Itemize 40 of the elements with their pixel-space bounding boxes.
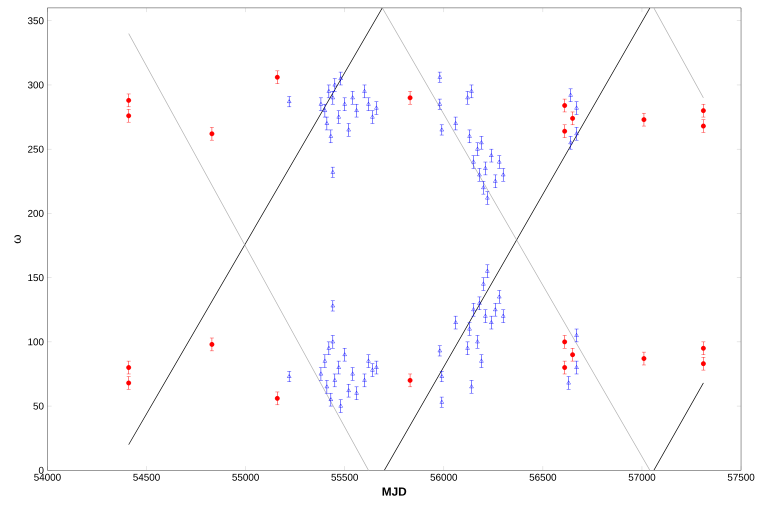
x-tick-label: 55000: [232, 474, 259, 481]
point: [126, 98, 132, 103]
x-tick-label: 57500: [728, 474, 754, 481]
x-tick-label: 55500: [331, 474, 358, 481]
point: [126, 365, 132, 370]
y-tick-label: 350: [28, 17, 44, 24]
point: [562, 340, 568, 344]
point: [408, 95, 413, 100]
point: [562, 128, 568, 134]
point: [274, 396, 280, 401]
x-tick-label: 56500: [530, 474, 556, 481]
y-tick-label: 100: [28, 338, 44, 346]
y-tick-label: 0: [38, 466, 44, 474]
y-tick-label: 150: [28, 274, 44, 282]
point: [641, 117, 646, 122]
point: [562, 365, 568, 370]
point: [274, 74, 280, 80]
x-tick-label: 57000: [628, 474, 656, 481]
point: [700, 346, 706, 351]
x-tick-label: 54500: [133, 474, 160, 481]
point: [570, 116, 576, 121]
point: [562, 103, 568, 108]
point: [126, 380, 132, 386]
point: [700, 361, 706, 366]
y-tick-label: 50: [33, 402, 44, 410]
point: [408, 378, 413, 383]
x-tick-label: 54000: [34, 474, 61, 481]
point: [700, 108, 706, 114]
point: [570, 352, 576, 358]
point: [209, 131, 214, 136]
y-tick-label: 200: [28, 210, 44, 218]
point: [700, 124, 706, 129]
y-tick-label: 300: [28, 82, 44, 89]
y-axis-title: ω: [14, 235, 21, 244]
point: [641, 356, 646, 362]
point: [126, 113, 132, 118]
x-axis-title: MJD: [382, 488, 406, 496]
y-tick-label: 250: [28, 146, 44, 153]
x-tick-label: 56000: [430, 474, 458, 481]
point: [209, 342, 214, 348]
